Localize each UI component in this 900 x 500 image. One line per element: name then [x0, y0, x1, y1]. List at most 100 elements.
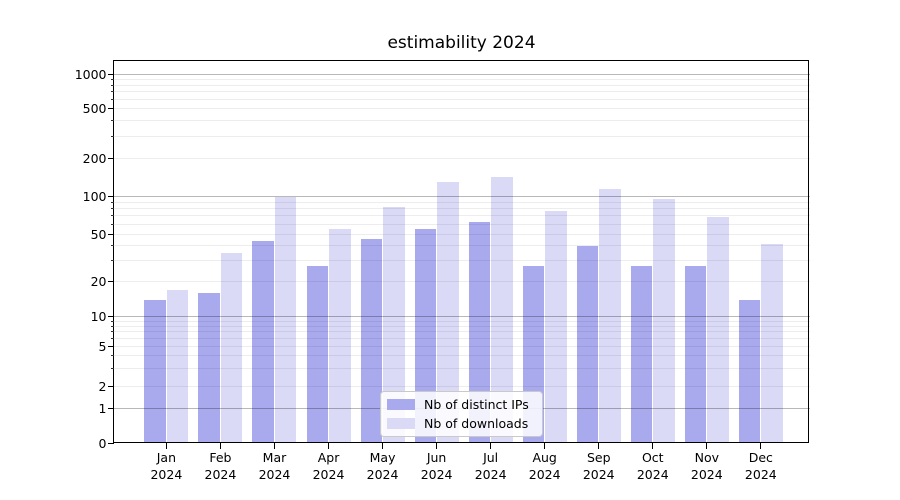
- x-tick-mark: [490, 443, 492, 449]
- y-minor-tick-mark: [110, 208, 114, 210]
- x-tick-mark: [544, 443, 546, 449]
- y-tick-label: 10: [90, 309, 107, 325]
- major-gridline: [113, 316, 810, 318]
- minor-gridline: [113, 345, 810, 347]
- bar-downloads-apr: [329, 228, 351, 443]
- bar-downloads-feb: [220, 252, 243, 443]
- y-tick-mark: [108, 233, 114, 235]
- y-minor-tick-mark: [110, 84, 114, 86]
- x-tick-label-aug: Aug 2024: [515, 450, 575, 483]
- x-tick-month: May: [369, 450, 396, 465]
- x-tick-mark: [598, 443, 600, 449]
- x-tick-mark: [165, 443, 167, 449]
- y-minor-tick-mark: [110, 78, 114, 80]
- x-tick-month: Jan: [156, 450, 177, 465]
- major-gridline: [113, 73, 810, 75]
- bar-distinct-ips-sep: [576, 245, 599, 443]
- x-tick-month: Mar: [262, 450, 287, 465]
- x-tick-month: Feb: [209, 450, 232, 465]
- bar-distinct-ips-jun: [414, 228, 437, 443]
- minor-gridline: [113, 98, 810, 100]
- x-tick-mark: [706, 443, 708, 449]
- bar-downloads-may: [383, 207, 405, 443]
- minor-gridline: [113, 107, 810, 109]
- y-tick-label: 0: [98, 435, 107, 451]
- minor-gridline: [113, 325, 810, 327]
- minor-gridline: [113, 84, 810, 86]
- major-gridline: [113, 196, 810, 198]
- legend: Nb of distinct IPs Nb of downloads: [380, 391, 543, 437]
- y-minor-tick-mark: [110, 325, 114, 327]
- y-tick-mark: [108, 281, 114, 283]
- y-tick-mark: [108, 73, 114, 75]
- minor-gridline: [113, 331, 810, 333]
- y-tick-mark: [108, 158, 114, 159]
- bar-downloads-mar: [274, 196, 297, 443]
- y-minor-tick-mark: [110, 260, 114, 262]
- y-minor-tick-mark: [110, 98, 114, 100]
- x-tick-label-oct: Oct 2024: [623, 450, 683, 483]
- minor-gridline: [113, 120, 810, 122]
- x-tick-mark: [219, 443, 221, 449]
- minor-gridline: [113, 320, 810, 322]
- x-tick-year: 2024: [150, 466, 183, 482]
- bar-downloads-aug: [545, 211, 567, 443]
- bar-distinct-ips-nov: [684, 266, 707, 443]
- y-tick-label: 20: [90, 274, 107, 290]
- bar-distinct-ips-may: [360, 239, 383, 443]
- y-tick-mark: [108, 386, 114, 388]
- legend-swatch-distinct-ips: [387, 399, 415, 410]
- y-tick-label: 1000: [74, 66, 107, 82]
- x-tick-month: Sep: [586, 450, 611, 465]
- bar-downloads-oct: [653, 199, 675, 443]
- x-tick-label-apr: Apr 2024: [299, 450, 359, 483]
- x-tick-mark: [328, 443, 330, 449]
- x-tick-label-may: May 2024: [353, 450, 413, 483]
- y-minor-tick-mark: [110, 245, 114, 247]
- y-tick-label: 200: [82, 151, 107, 166]
- bar-downloads-sep: [599, 189, 621, 443]
- bar-downloads-dec: [761, 244, 783, 443]
- x-tick-month: Dec: [748, 450, 773, 465]
- x-tick-mark: [652, 443, 654, 449]
- x-tick-label-jul: Jul 2024: [461, 450, 521, 483]
- x-tick-month: Apr: [317, 450, 340, 465]
- x-tick-month: Aug: [532, 450, 557, 465]
- x-tick-year: 2024: [528, 466, 561, 482]
- x-tick-label-nov: Nov 2024: [677, 450, 737, 483]
- x-tick-year: 2024: [690, 466, 723, 482]
- x-tick-year: 2024: [312, 466, 345, 482]
- bar-distinct-ips-dec: [738, 299, 761, 443]
- y-tick-label: 500: [82, 100, 107, 116]
- y-tick-mark: [108, 407, 114, 409]
- x-tick-year: 2024: [258, 466, 291, 482]
- x-tick-year: 2024: [420, 466, 453, 482]
- bar-distinct-ips-jul: [468, 222, 491, 443]
- minor-gridline: [113, 337, 810, 339]
- minor-gridline: [113, 355, 810, 357]
- bar-downloads-jun: [437, 182, 459, 443]
- y-minor-tick-mark: [110, 201, 114, 203]
- legend-label-distinct-ips: Nb of distinct IPs: [424, 397, 529, 412]
- y-tick-mark: [108, 196, 114, 198]
- minor-gridline: [113, 201, 810, 203]
- y-tick-label: 2: [98, 379, 107, 395]
- chart-title: estimability 2024: [387, 33, 536, 53]
- x-tick-year: 2024: [636, 466, 669, 482]
- minor-gridline: [113, 223, 810, 225]
- y-tick-label: 1: [98, 400, 107, 416]
- minor-gridline: [113, 245, 810, 247]
- x-tick-month: Jul: [483, 450, 499, 465]
- y-minor-tick-mark: [110, 368, 114, 370]
- minor-gridline: [113, 368, 810, 370]
- y-tick-label: 50: [90, 226, 107, 242]
- legend-swatch-downloads: [387, 418, 415, 429]
- minor-gridline: [113, 135, 810, 137]
- y-tick-label: 100: [82, 189, 107, 205]
- y-tick-mark: [108, 345, 114, 347]
- y-minor-tick-mark: [110, 135, 114, 137]
- bar-distinct-ips-feb: [198, 292, 220, 443]
- y-minor-tick-mark: [110, 91, 114, 93]
- x-tick-label-mar: Mar 2024: [244, 450, 304, 483]
